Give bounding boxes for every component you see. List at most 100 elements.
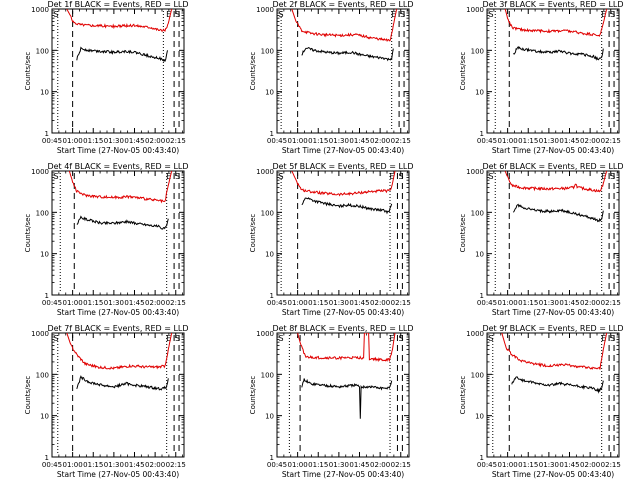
- lld-series-line: [297, 333, 396, 363]
- y-tick-label: 1: [270, 130, 274, 138]
- x-axis-label: Start Time (27-Nov-05 00:43:40): [492, 308, 614, 317]
- x-tick-label: 01:15: [83, 137, 103, 145]
- x-tick-label: 02:00: [370, 299, 390, 307]
- x-tick-label: 00:45: [267, 461, 287, 469]
- lld-series-line: [504, 171, 608, 193]
- chart-title: Det 2f BLACK = Events, RED = LLD: [272, 0, 413, 9]
- x-tick-label: 01:00: [498, 137, 518, 145]
- x-tick-label: 01:00: [63, 137, 83, 145]
- plot-frame: [486, 332, 620, 458]
- events-series-line: [301, 378, 393, 419]
- start-marker-label: S: [54, 172, 59, 181]
- series-group: [504, 9, 608, 61]
- lld-series-line: [66, 333, 173, 370]
- chart-panel-6: Det 6f BLACK = Events, RED = LLD 1 10 100 10…: [459, 162, 624, 317]
- x-tick-label: 01:15: [308, 137, 328, 145]
- y-tick-label: 100: [261, 209, 274, 217]
- x-tick-label: 00:45: [477, 299, 497, 307]
- y-tick-label: 1000: [466, 330, 484, 338]
- y-tick-label: 10: [40, 251, 49, 259]
- x-tick-label: 01:45: [124, 299, 144, 307]
- end-marker-label: E: [601, 10, 606, 19]
- x-tick-label: 02:15: [391, 461, 411, 469]
- x-axis-label: Start Time (27-Nov-05 00:43:40): [57, 470, 179, 479]
- x-tick-label: 01:00: [63, 299, 83, 307]
- x-tick-label: 01:30: [539, 299, 559, 307]
- x-tick-label: 01:15: [83, 299, 103, 307]
- y-tick-label: 1000: [31, 6, 49, 14]
- events-series-line: [511, 376, 604, 394]
- x-tick-label: 01:45: [349, 137, 369, 145]
- chart-title: Det 6f BLACK = Events, RED = LLD: [482, 162, 623, 171]
- x-tick-label: 01:45: [559, 461, 579, 469]
- series-group: [291, 9, 398, 62]
- start-marker-label: S: [175, 10, 180, 19]
- chart-panel-5: Det 5f BLACK = Events, RED = LLD 1 10 100 10…: [249, 162, 414, 317]
- y-axis-label: Counts/sec: [24, 52, 32, 91]
- y-tick-label: 10: [475, 251, 484, 259]
- start-marker-label: S: [489, 172, 494, 181]
- y-tick-label: 1: [480, 454, 484, 462]
- x-tick-label: 01:30: [539, 137, 559, 145]
- chart-panel-9: Det 9f BLACK = Events, RED = LLD 1 10 100 10…: [459, 324, 624, 479]
- plot-frame: [486, 8, 620, 134]
- end-marker-label: E: [166, 172, 171, 181]
- x-tick-label: 02:15: [166, 137, 186, 145]
- x-tick-label: 02:15: [391, 137, 411, 145]
- x-axis-label: Start Time (27-Nov-05 00:43:40): [282, 308, 404, 317]
- events-series-line: [512, 203, 604, 223]
- plot-frame: [276, 170, 410, 296]
- plot-frame: [51, 170, 185, 296]
- start-marker-label: S: [400, 10, 405, 19]
- x-tick-label: 02:00: [580, 461, 600, 469]
- x-tick-label: 00:45: [267, 299, 287, 307]
- y-tick-label: 1: [270, 292, 274, 300]
- y-tick-label: 100: [261, 371, 274, 379]
- y-tick-label: 1: [45, 292, 49, 300]
- start-marker-label: S: [398, 334, 403, 343]
- x-tick-label: 01:00: [498, 461, 518, 469]
- end-marker-label: E: [166, 10, 171, 19]
- lld-series-line: [66, 9, 173, 33]
- chart-title: Det 3f BLACK = Events, RED = LLD: [482, 0, 623, 9]
- y-tick-label: 1000: [31, 330, 49, 338]
- y-tick-label: 10: [475, 413, 484, 421]
- x-tick-label: 01:15: [308, 299, 328, 307]
- chart-title: Det 7f BLACK = Events, RED = LLD: [47, 324, 188, 333]
- x-tick-label: 01:15: [518, 299, 538, 307]
- y-axis-label: Counts/sec: [459, 52, 467, 91]
- x-tick-label: 00:45: [42, 137, 62, 145]
- x-tick-label: 01:45: [559, 137, 579, 145]
- events-series-line: [301, 197, 393, 215]
- series-group: [291, 171, 396, 215]
- x-tick-label: 02:15: [601, 299, 621, 307]
- x-tick-label: 01:00: [63, 461, 83, 469]
- x-tick-label: 01:30: [539, 461, 559, 469]
- series-group: [501, 333, 608, 394]
- x-tick-label: 01:45: [124, 461, 144, 469]
- y-tick-label: 10: [40, 413, 49, 421]
- chart-panel-7: Det 7f BLACK = Events, RED = LLD 1 10 100 10…: [24, 324, 189, 479]
- x-tick-label: 01:30: [329, 299, 349, 307]
- x-tick-label: 02:00: [145, 299, 165, 307]
- x-tick-label: 02:15: [601, 461, 621, 469]
- chart-panel-4: Det 4f BLACK = Events, RED = LLD 1 10 100 10…: [24, 162, 189, 317]
- events-series-line: [76, 215, 169, 230]
- y-tick-label: 1000: [466, 168, 484, 176]
- y-tick-label: 1000: [31, 168, 49, 176]
- x-tick-label: 01:00: [498, 299, 518, 307]
- chart-panel-2: Det 2f BLACK = Events, RED = LLD 1 10 100 10…: [249, 0, 414, 155]
- start-marker-label: S: [610, 334, 615, 343]
- x-tick-label: 01:45: [349, 461, 369, 469]
- plot-frame: [276, 332, 410, 458]
- events-series-line: [76, 375, 169, 391]
- x-tick-label: 00:45: [477, 461, 497, 469]
- x-tick-label: 02:15: [166, 461, 186, 469]
- y-tick-label: 100: [36, 371, 49, 379]
- start-marker-label: S: [489, 334, 494, 343]
- chart-panel-1: Det 1f BLACK = Events, RED = LLD 1 10 100 10…: [24, 0, 189, 155]
- events-series-line: [301, 47, 394, 62]
- y-tick-label: 1000: [256, 330, 274, 338]
- chart-panel-3: Det 3f BLACK = Events, RED = LLD 1 10 100 10…: [459, 0, 624, 155]
- chart-title: Det 5f BLACK = Events, RED = LLD: [272, 162, 413, 171]
